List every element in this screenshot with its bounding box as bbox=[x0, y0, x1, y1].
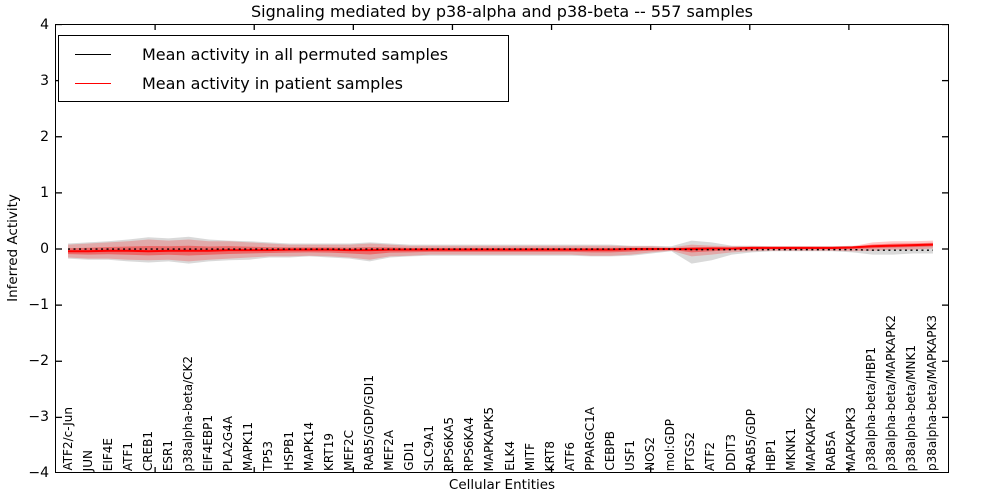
x-category-label: MEF2A bbox=[381, 430, 396, 471]
x-category-label: RAB5/GDP bbox=[743, 409, 758, 471]
y-tick-label: −3 bbox=[28, 408, 49, 425]
x-category-label: GDI1 bbox=[402, 441, 417, 471]
x-category-label: ATF2 bbox=[703, 441, 718, 471]
y-tick-label: 1 bbox=[40, 184, 49, 201]
x-category-label: KRT8 bbox=[542, 440, 557, 471]
x-category-label: ATF1 bbox=[120, 441, 135, 471]
legend: Mean activity in all permuted samples Mea… bbox=[58, 35, 509, 102]
legend-item: Mean activity in all permuted samples bbox=[59, 43, 508, 65]
y-tick-label: 3 bbox=[40, 72, 49, 89]
x-category-label: DDIT3 bbox=[723, 434, 738, 471]
x-category-label: SLC9A1 bbox=[422, 424, 437, 471]
x-category-label: RPS6KA5 bbox=[442, 416, 457, 471]
x-category-label: CREB1 bbox=[140, 430, 155, 471]
x-category-label: mol:GDP bbox=[663, 418, 678, 471]
patient-mean-line bbox=[68, 243, 934, 253]
x-category-label: EIF4EBP1 bbox=[201, 414, 216, 471]
x-category-label: USF1 bbox=[623, 440, 638, 471]
y-tick-label: 0 bbox=[40, 240, 49, 257]
plot-svg bbox=[56, 25, 948, 472]
x-category-label: p38alpha-beta/MNK1 bbox=[904, 344, 919, 471]
x-category-label: p38alpha-beta/MAPKAPK3 bbox=[924, 315, 939, 471]
x-axis-label: Cellular Entities bbox=[448, 477, 556, 493]
x-category-label: RAB5/GDP/GDI1 bbox=[361, 375, 376, 471]
x-category-label: ATF6 bbox=[562, 441, 577, 471]
x-category-label: KRT19 bbox=[321, 433, 336, 471]
x-category-label: RAB5A bbox=[824, 430, 839, 471]
x-category-label: MAPKAPK2 bbox=[803, 406, 818, 471]
legend-line-patient bbox=[75, 82, 111, 84]
x-category-label: p38alpha-beta/CK2 bbox=[181, 355, 196, 471]
x-category-label: MAPKAPK3 bbox=[844, 406, 859, 471]
x-category-label: ELK4 bbox=[502, 441, 517, 471]
chart-title: Signaling mediated by p38-alpha and p38-… bbox=[250, 2, 753, 21]
permuted-mean-line bbox=[68, 248, 933, 251]
y-tick-label: 4 bbox=[40, 16, 49, 33]
x-category-label: EIF4E bbox=[100, 437, 115, 471]
legend-item: Mean activity in patient samples bbox=[59, 72, 508, 94]
x-category-label: RPS6KA4 bbox=[462, 416, 477, 471]
legend-item-label: Mean activity in patient samples bbox=[142, 73, 403, 93]
x-category-label: CEBPB bbox=[603, 431, 617, 471]
legend-item-label: Mean activity in all permuted samples bbox=[142, 44, 449, 64]
x-category-label: HSPB1 bbox=[281, 431, 296, 471]
x-category-label: JUN bbox=[80, 449, 95, 471]
x-category-label: p38alpha-beta/HBP1 bbox=[864, 347, 879, 471]
x-category-label: PPARGC1A bbox=[582, 407, 597, 471]
x-category-label: MAPK11 bbox=[241, 422, 256, 471]
x-category-label: ATF2/c-Jun bbox=[60, 407, 75, 471]
x-category-label: TP53 bbox=[261, 441, 276, 471]
x-category-label: p38alpha-beta/MAPKAPK2 bbox=[884, 315, 899, 471]
x-category-label: ESR1 bbox=[160, 439, 175, 471]
y-tick-label: −4 bbox=[28, 464, 49, 481]
y-tick-label: −1 bbox=[28, 296, 49, 313]
x-category-label: PLA2G4A bbox=[221, 415, 236, 471]
x-category-label: MAPK14 bbox=[301, 422, 316, 471]
x-category-label: PTGS2 bbox=[683, 431, 698, 471]
x-category-label: MKNK1 bbox=[783, 428, 798, 471]
x-category-label: NOS2 bbox=[643, 437, 658, 471]
x-category-label: MEF2C bbox=[341, 430, 356, 471]
y-tick-label: −2 bbox=[28, 352, 49, 369]
legend-line-permuted bbox=[75, 53, 111, 55]
y-tick-label: 2 bbox=[40, 128, 49, 145]
x-category-label: HBP1 bbox=[763, 438, 778, 471]
x-category-label: MAPKAPK5 bbox=[482, 406, 497, 471]
x-category-label: MITF bbox=[522, 442, 537, 471]
